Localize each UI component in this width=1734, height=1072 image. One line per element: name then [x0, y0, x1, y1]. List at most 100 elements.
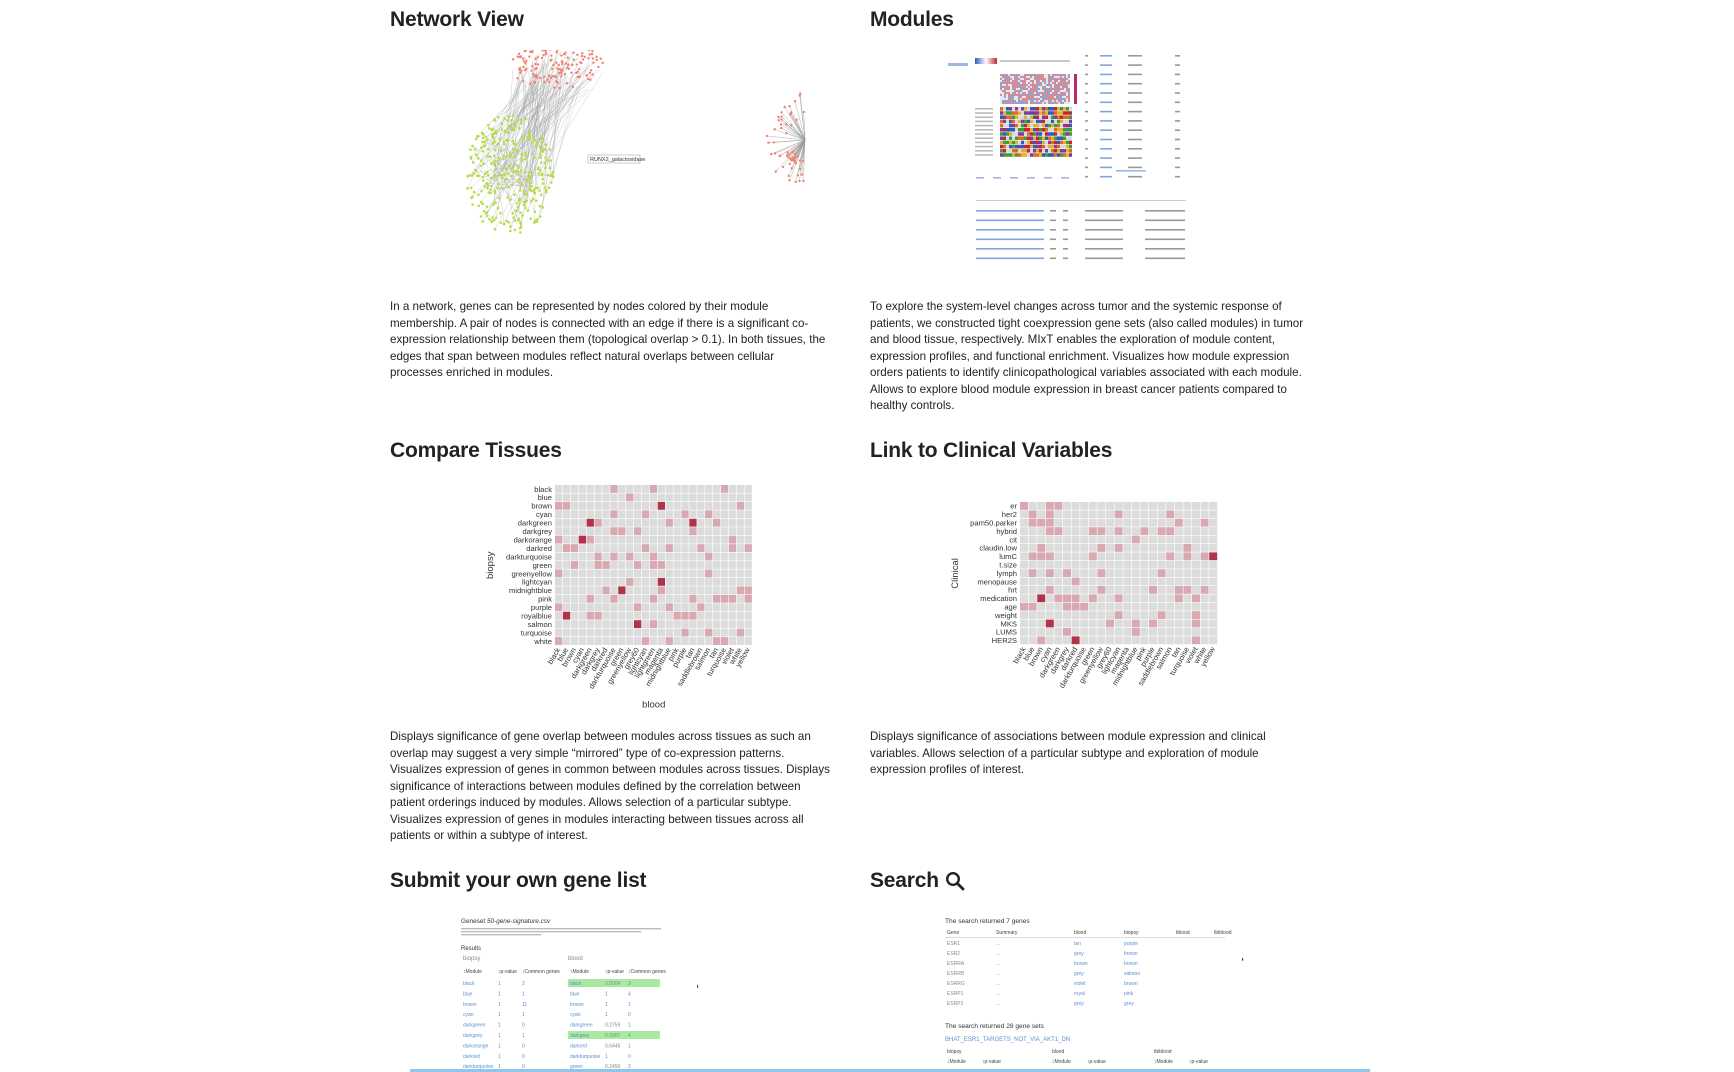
clinical-cell	[1158, 561, 1166, 569]
modules-heat-cell	[1052, 94, 1054, 96]
modules-enrichment-cell	[1145, 258, 1185, 260]
network-node	[531, 172, 534, 175]
modules-annotation-cell	[1006, 149, 1009, 153]
clinical-cell	[1158, 519, 1166, 527]
clinical-cell	[1020, 510, 1028, 518]
network-node	[564, 51, 566, 53]
modules-heat-cell	[1010, 74, 1012, 76]
compare-tissues-thumbnail[interactable]: blackbluebrowncyandarkgreendarkgreydarko…	[480, 480, 780, 710]
clinical-cell	[1029, 510, 1037, 518]
search-cell: purple	[1124, 941, 1138, 947]
search-cell: ESR1	[947, 941, 960, 947]
compare-tissues-cell	[713, 595, 720, 603]
network-node	[491, 133, 494, 136]
modules-annotation-cell	[1048, 120, 1051, 124]
clinical-cell	[1097, 519, 1105, 527]
compare-tissues-cell	[563, 553, 570, 561]
modules-heat-cell	[1002, 96, 1004, 98]
modules-heat-cell	[1068, 82, 1070, 84]
compare-tissues-cell	[713, 603, 720, 611]
compare-tissues-cell	[579, 536, 586, 544]
compare-tissues-cell	[713, 544, 720, 552]
submit-gene-list-line-2	[461, 931, 641, 932]
network-node	[482, 203, 485, 206]
modules-table-cell	[1175, 139, 1180, 141]
modules-heat-cell	[1030, 92, 1032, 94]
network-node	[519, 56, 521, 58]
compare-tissues-cell	[745, 502, 752, 510]
modules-pager-item	[1027, 177, 1035, 179]
modules-annotation-cell	[1060, 145, 1063, 149]
compare-tissues-cell	[587, 493, 594, 501]
clinical-cell	[1132, 552, 1140, 560]
network-node	[797, 174, 799, 176]
network-node	[578, 68, 580, 70]
modules-heat-cell	[1010, 86, 1012, 88]
modules-thumbnail[interactable]	[940, 50, 1240, 290]
clinical-cell	[1201, 628, 1209, 636]
search-geneset-link[interactable]: BHAT_ESR1_TARGETS_NOT_VIA_AKT1_DN	[945, 1037, 1070, 1043]
compare-tissues-cell	[745, 620, 752, 628]
clinical-cell	[1209, 636, 1217, 644]
modules-heat-cell	[1048, 86, 1050, 88]
modules-heat-cell	[1004, 78, 1006, 80]
modules-heat-cell	[1024, 102, 1026, 104]
clinical-cell	[1123, 628, 1131, 636]
clinical-cell	[1175, 636, 1183, 644]
modules-heat-cell	[1012, 98, 1014, 100]
modules-annotation-label	[975, 137, 993, 139]
network-node	[512, 216, 515, 219]
clinical-cell	[1097, 603, 1105, 611]
network-node	[539, 77, 541, 79]
network-node	[486, 206, 489, 209]
modules-heat-cell	[1028, 90, 1030, 92]
compare-tissues-cell	[689, 527, 696, 535]
modules-heat-cell	[1048, 100, 1050, 102]
modules-heat-cell	[1032, 100, 1034, 102]
modules-heat-cell	[1026, 96, 1028, 98]
modules-annotation-cell	[1006, 128, 1009, 132]
network-edge	[782, 120, 805, 140]
compare-tissues-cell	[642, 578, 649, 586]
modules-heat-cell	[1028, 102, 1030, 104]
network-node	[493, 155, 496, 158]
clinical-thumbnail[interactable]: erher2pam50.parkerhybridcitclaudin.lowlu…	[950, 490, 1250, 690]
compare-tissues-cell	[642, 595, 649, 603]
compare-tissues-cell	[658, 612, 665, 620]
network-view-thumbnail[interactable]: RUNX2_galactosidase	[440, 50, 820, 280]
modules-annotation-cell	[1000, 141, 1003, 145]
compare-tissues-cell	[579, 510, 586, 518]
network-node	[536, 76, 538, 78]
compare-tissues-cell	[642, 629, 649, 637]
compare-tissues-cell	[705, 578, 712, 586]
modules-heat-cell	[1044, 82, 1046, 84]
clinical-cell	[1020, 578, 1028, 586]
modules-heat-cell	[1056, 96, 1058, 98]
clinical-cell	[1020, 527, 1028, 535]
clinical-cell	[1123, 594, 1131, 602]
network-node	[509, 198, 512, 201]
clinical-cell	[1029, 544, 1037, 552]
search-icon[interactable]	[945, 871, 965, 891]
network-node	[539, 156, 542, 159]
network-node	[592, 61, 594, 63]
clinical-cell	[1158, 510, 1166, 518]
compare-tissues-cell	[642, 553, 649, 561]
submit-cell: 1	[605, 1002, 608, 1008]
submit-thumbnail[interactable]: Geneset 50-gene-signature.csv Results bi…	[460, 915, 720, 1070]
network-node	[544, 148, 547, 151]
clinical-cell	[1209, 620, 1217, 628]
modules-annotation-cell	[1063, 141, 1066, 145]
compare-tissues-cell	[595, 485, 602, 493]
modules-heat-cell	[1044, 100, 1046, 102]
modules-heat-cell	[1024, 90, 1026, 92]
compare-tissues-cell	[571, 493, 578, 501]
network-node	[522, 66, 524, 68]
compare-tissues-cell	[681, 502, 688, 510]
compare-tissues-cell	[650, 629, 657, 637]
modules-annotation-cell	[1048, 124, 1051, 128]
network-node	[543, 186, 546, 189]
compare-tissues-cell	[610, 553, 617, 561]
modules-heat-cell	[1058, 96, 1060, 98]
